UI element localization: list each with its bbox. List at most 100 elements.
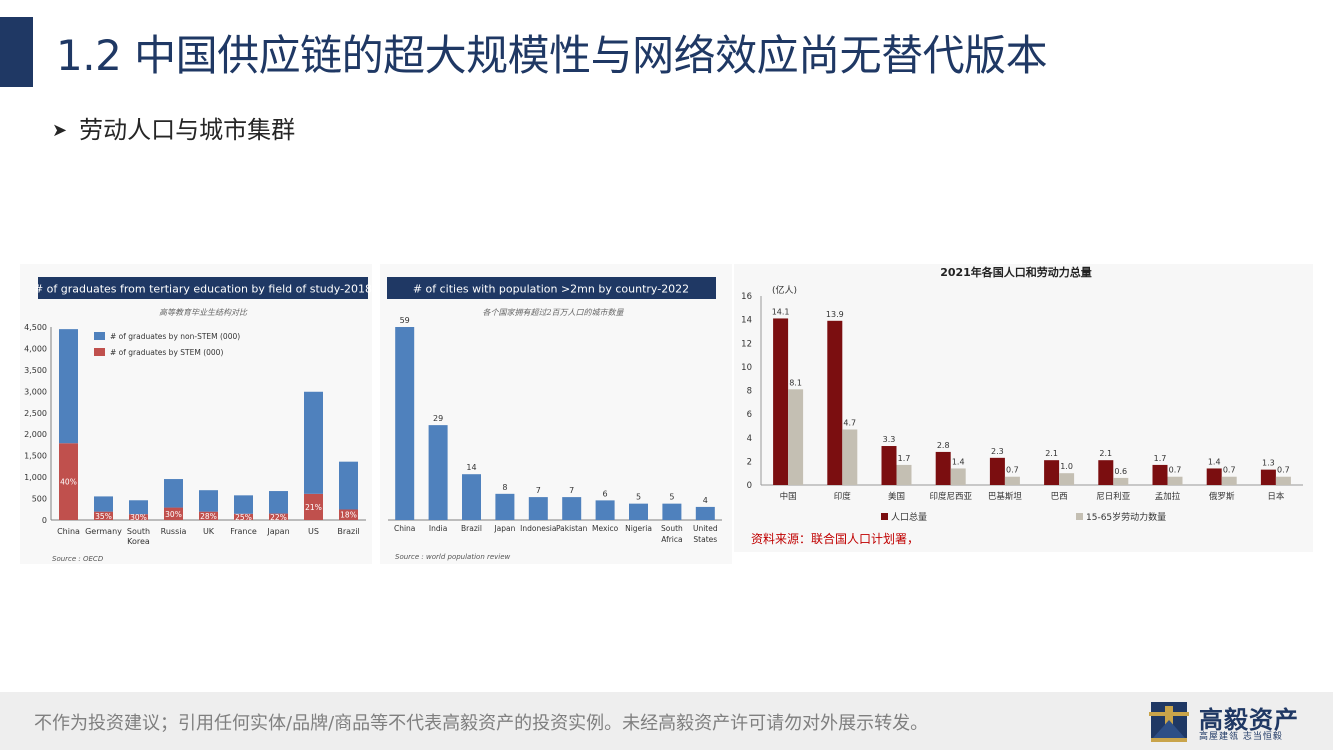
x-tick-label: Japan <box>266 527 289 536</box>
graduates-chart-panel: # of graduates from tertiary education b… <box>20 264 372 564</box>
data-label: 14 <box>466 463 476 472</box>
cities-chart: # of cities with population >2mn by coun… <box>387 277 722 561</box>
legend-label-stem: # of graduates by STEM (000) <box>110 348 223 357</box>
data-label-population: 2.8 <box>937 441 950 450</box>
population-chart: 2021年各国人口和劳动力总量 (亿人) 0 2 4 6 8 10 12 14 16 14.1 8.1 中… <box>741 265 1303 546</box>
y-tick-label: 14 <box>741 316 752 326</box>
bar-stem-japan <box>269 513 288 520</box>
stem-share-label: 40% <box>60 478 77 487</box>
footer: 不作为投资建议；引用任何实体/品牌/商品等不代表高毅资产的投资实例。未经高毅资产… <box>0 692 1333 750</box>
chart-title-band <box>38 277 368 299</box>
x-tick-label: States <box>693 535 717 544</box>
y-tick-label: 2,500 <box>24 409 47 418</box>
y-tick-label: 8 <box>747 387 752 397</box>
section-bullet: ➤ 劳动人口与城市集群 <box>52 110 295 145</box>
company-logo: 高毅资产 高屋建瓴 志当恒毅 <box>1145 698 1333 744</box>
legend-swatch-non-stem <box>94 332 105 340</box>
x-tick-label: India <box>429 524 447 533</box>
legend-swatch-labor <box>1076 513 1083 520</box>
bar-labor-7 <box>1167 476 1183 485</box>
bar-non-stem-russia <box>164 479 183 508</box>
data-label: 5 <box>669 493 674 502</box>
y-tick-label: 2,000 <box>24 430 47 439</box>
bar-pakistan <box>562 497 582 520</box>
cities-chart-panel: # of cities with population >2mn by coun… <box>380 264 732 564</box>
bar-population-2 <box>881 446 897 485</box>
data-label-population: 1.3 <box>1262 459 1275 468</box>
data-label-population: 13.9 <box>826 310 844 319</box>
bar-nigeria <box>629 503 648 520</box>
bar-non-stem-south-korea <box>129 500 148 515</box>
x-tick-label: Indonesia <box>520 524 556 533</box>
data-label-population: 2.3 <box>991 447 1004 456</box>
x-tick-label: Pakistan <box>556 524 588 533</box>
legend-swatch-population <box>881 513 888 520</box>
title-accent-bar <box>0 17 33 87</box>
x-tick-label: Africa <box>661 535 682 544</box>
data-label-population: 1.4 <box>1208 457 1221 466</box>
bar-united-states <box>695 506 715 520</box>
x-tick-label: France <box>230 527 257 536</box>
bar-labor-4 <box>1004 476 1020 485</box>
y-tick-label: 0 <box>42 516 47 525</box>
logo-name: 高毅资产 <box>1199 706 1299 734</box>
data-label-labor: 8.1 <box>789 378 802 387</box>
bar-south-africa <box>662 503 682 520</box>
x-tick-label: 巴西 <box>1051 492 1068 502</box>
bar-non-stem-germany <box>94 496 113 512</box>
y-tick-label: 2 <box>747 457 752 467</box>
x-tick-label: Korea <box>127 537 150 546</box>
footer-disclaimer: 不作为投资建议；引用任何实体/品牌/商品等不代表高毅资产的投资实例。未经高毅资产… <box>34 713 929 734</box>
graduates-chart: # of graduates from tertiary education b… <box>24 277 372 563</box>
section-bullet-text: 劳动人口与城市集群 <box>79 116 296 144</box>
stem-share-label: 30% <box>165 510 182 519</box>
y-tick-label: 16 <box>741 292 752 302</box>
data-label-labor: 0.7 <box>1006 466 1019 475</box>
chart-source: 资料来源：联合国人口计划署， <box>751 531 919 546</box>
bar-stem-russia <box>164 507 183 520</box>
data-label-labor: 1.7 <box>898 454 911 463</box>
logo-mark-icon <box>1149 702 1189 742</box>
y-axis-unit: (亿人) <box>772 284 797 296</box>
x-tick-label: South <box>127 527 150 536</box>
bar-mexico <box>595 500 615 520</box>
legend-label-non-stem: # of graduates by non-STEM (000) <box>110 332 240 341</box>
y-tick-label: 4,000 <box>24 344 47 353</box>
data-label-population: 1.7 <box>1154 454 1167 463</box>
x-tick-label: Germany <box>85 527 122 536</box>
x-tick-label: China <box>394 524 415 533</box>
stem-share-label: 25% <box>235 513 252 522</box>
y-tick-label: 4 <box>747 434 752 444</box>
bar-indonesia <box>528 497 548 520</box>
x-tick-label: Mexico <box>592 524 619 533</box>
x-tick-label: Japan <box>493 524 515 533</box>
x-tick-label: 孟加拉 <box>1155 491 1181 502</box>
data-label: 5 <box>636 493 641 502</box>
data-label: 4 <box>703 496 708 505</box>
bar-stem-us <box>304 493 323 520</box>
bar-labor-0 <box>788 389 804 485</box>
chart-title-band <box>387 277 716 299</box>
data-label-population: 14.1 <box>772 307 790 316</box>
bar-non-stem-us <box>304 391 323 494</box>
data-label-labor: 4.7 <box>843 418 856 427</box>
x-tick-label: 印度 <box>834 491 852 502</box>
bar-india <box>428 425 448 520</box>
bar-japan <box>495 493 515 520</box>
stem-share-label: 22% <box>270 513 287 522</box>
data-label-population: 2.1 <box>1099 449 1112 458</box>
x-tick-label: US <box>308 527 319 536</box>
x-tick-label: China <box>57 527 80 536</box>
data-label: 7 <box>569 486 574 495</box>
y-tick-label: 3,000 <box>24 387 47 396</box>
chart-title: # of cities with population >2mn by coun… <box>413 283 689 296</box>
x-tick-label: UK <box>203 527 215 536</box>
bar-stem-brazil <box>339 509 358 520</box>
y-tick-label: 10 <box>741 363 752 373</box>
bar-non-stem-france <box>234 495 253 514</box>
stem-share-label: 35% <box>95 512 112 521</box>
data-label-labor: 0.6 <box>1114 467 1127 476</box>
bar-labor-3 <box>950 468 966 485</box>
chart-title: 2021年各国人口和劳动力总量 <box>940 265 1092 279</box>
bar-population-9 <box>1260 469 1276 485</box>
